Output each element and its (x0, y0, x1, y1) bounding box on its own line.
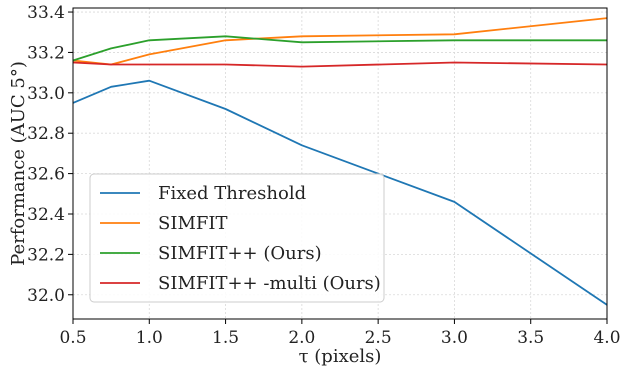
x-tick-label: 4.0 (593, 328, 620, 348)
x-tick-label: 1.0 (136, 328, 163, 348)
series-lines (72, 17, 608, 306)
y-tick-label: 33.0 (27, 84, 65, 104)
legend-entry-label: SIMFIT++ -multi (Ours) (158, 273, 381, 294)
legend-entry-label: SIMFIT (158, 213, 227, 234)
y-axis-label: Performance (AUC 5°) (8, 61, 29, 266)
series-line-simfit-multi-ours (72, 61, 608, 68)
x-tick-label: 3.5 (517, 328, 544, 348)
y-tick-label: 32.4 (27, 205, 65, 225)
x-tick-label: 3.0 (441, 328, 468, 348)
x-axis-ticks: 0.5 1.0 1.5 2.0 2.5 3.0 3.5 4.0 (59, 319, 621, 348)
y-axis-ticks: 32.0 32.2 32.4 32.6 32.8 33.0 33.2 33.4 (27, 3, 73, 306)
y-tick-label: 33.4 (27, 3, 65, 23)
y-tick-label: 32.6 (27, 165, 65, 185)
legend-box (89, 173, 385, 303)
y-tick-label: 32.8 (27, 124, 65, 144)
plot-frame (72, 7, 608, 320)
x-tick-label: 1.5 (212, 328, 239, 348)
legend-entry-label: SIMFIT++ (Ours) (158, 243, 322, 264)
y-tick-label: 32.2 (27, 245, 65, 265)
y-tick-label: 32.0 (27, 286, 65, 306)
legend: Fixed Threshold SIMFIT SIMFIT++ (Ours) SIMF… (89, 173, 385, 303)
legend-entry-label: Fixed Threshold (158, 183, 306, 204)
x-tick-label: 2.5 (365, 328, 392, 348)
x-tick-label: 2.0 (288, 328, 315, 348)
x-tick-label: 0.5 (59, 328, 86, 348)
x-axis-label: τ (pixels) (299, 346, 382, 366)
series-line-fixed-threshold (72, 79, 608, 306)
y-tick-label: 33.2 (27, 43, 65, 63)
series-line-simfit-ours (72, 35, 607, 62)
